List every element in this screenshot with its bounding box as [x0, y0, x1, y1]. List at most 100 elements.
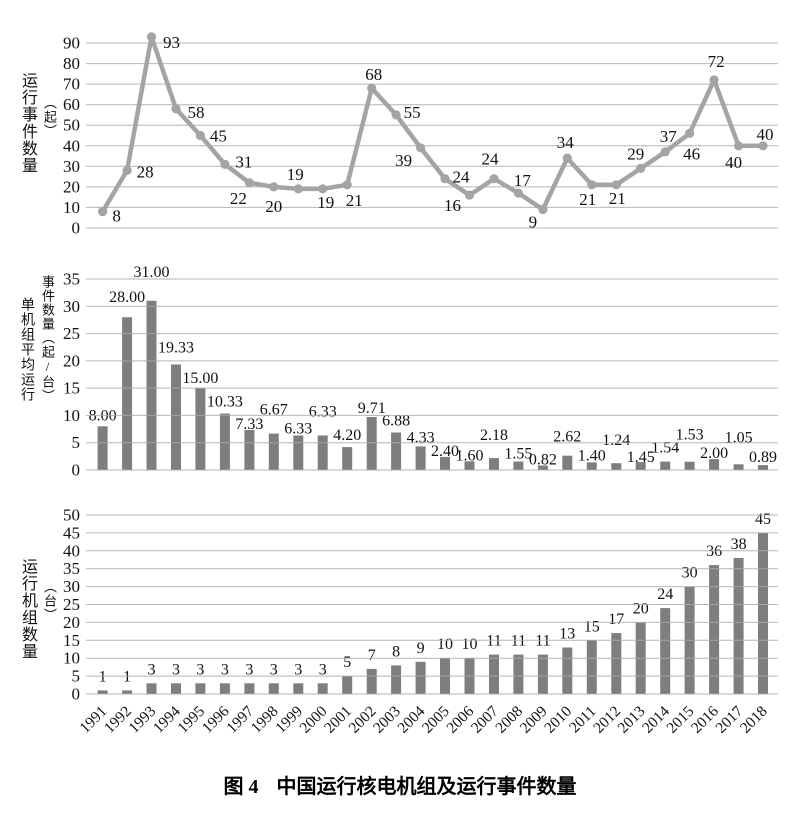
- bar: [244, 683, 255, 694]
- data-point: [318, 184, 328, 194]
- bar: [122, 317, 133, 470]
- data-label: 29: [627, 144, 644, 163]
- data-point: [171, 104, 181, 114]
- bar: [342, 447, 353, 470]
- chart2-y-axis-unit: 事件数量（起/台）: [40, 275, 55, 403]
- data-label: 46: [683, 144, 700, 163]
- data-label: 22: [230, 189, 247, 208]
- bar: [562, 647, 573, 694]
- data-label: 31: [235, 152, 252, 171]
- data-label: 3: [270, 661, 278, 678]
- bar: [709, 565, 720, 694]
- data-label: 13: [559, 626, 575, 643]
- data-label: 38: [731, 536, 747, 553]
- data-label: 4.20: [333, 427, 361, 444]
- bar: [733, 558, 744, 694]
- y-tick-label: 30: [63, 157, 80, 176]
- bar: [684, 461, 695, 470]
- bar: [758, 465, 768, 470]
- y-tick-label: 40: [63, 136, 80, 155]
- data-point: [734, 141, 744, 151]
- data-point: [464, 190, 475, 200]
- data-label: 24: [657, 586, 673, 603]
- bar: [146, 300, 157, 470]
- data-label: 2.18: [480, 427, 508, 444]
- data-label: 9: [417, 640, 425, 657]
- y-tick-label: 30: [63, 297, 80, 316]
- y-tick-label: 45: [63, 523, 80, 542]
- data-label: 55: [404, 103, 421, 122]
- data-label: 3: [221, 661, 229, 678]
- y-tick-label: 5: [72, 433, 81, 452]
- bar: [513, 654, 524, 694]
- data-label: 2.40: [431, 443, 459, 460]
- data-label: 20: [633, 600, 649, 617]
- y-tick-label: 0: [72, 685, 81, 704]
- data-point: [244, 178, 254, 188]
- data-label: 72: [708, 52, 725, 71]
- data-label: 15.00: [182, 370, 218, 387]
- y-tick-label: 35: [63, 270, 80, 289]
- bar: [391, 665, 402, 694]
- y-tick-label: 15: [63, 379, 80, 398]
- data-label: 11: [511, 633, 526, 650]
- chart2-y-axis-title: 单机组平均运行: [19, 297, 34, 402]
- data-label: 30: [682, 565, 698, 582]
- data-point: [122, 165, 132, 175]
- data-point: [195, 130, 205, 141]
- bar: [219, 683, 230, 694]
- data-point: [416, 143, 426, 153]
- data-label: 6.33: [284, 421, 312, 438]
- data-label: 6.67: [260, 402, 288, 419]
- data-label: 11: [535, 633, 550, 650]
- y-tick-label: 90: [63, 34, 80, 53]
- data-label: 19.33: [158, 340, 194, 357]
- data-label: 17: [608, 611, 624, 628]
- bar: [440, 456, 450, 470]
- data-point: [611, 180, 621, 190]
- chart-2: 8.0028.0031.0019.3315.0010.337.336.676.3…: [63, 264, 778, 480]
- bar: [146, 683, 157, 694]
- bar: [171, 683, 181, 694]
- chart3-y-axis-unit: （台）: [42, 580, 57, 622]
- bar: [660, 608, 671, 694]
- data-label: 5: [343, 654, 351, 671]
- data-label: 58: [188, 103, 205, 122]
- bar: [586, 640, 597, 694]
- bar: [268, 433, 279, 470]
- data-label: 9.71: [358, 400, 386, 417]
- data-label: 11: [486, 633, 501, 650]
- data-label: 9: [529, 213, 538, 232]
- data-point: [98, 207, 108, 217]
- data-label: 10.33: [207, 394, 243, 411]
- data-label: 39: [395, 151, 412, 170]
- chart1-y-axis-title: 运行事件数量: [19, 72, 36, 174]
- bar: [171, 364, 181, 470]
- bar: [709, 459, 720, 470]
- data-label: 20: [265, 197, 282, 216]
- x-tick-label: 2018: [737, 703, 771, 737]
- y-tick-label: 10: [63, 198, 80, 217]
- data-point: [709, 75, 719, 85]
- data-label: 8: [112, 207, 121, 226]
- data-label: 21: [609, 189, 626, 208]
- y-tick-label: 80: [63, 54, 80, 73]
- bar: [489, 654, 499, 694]
- y-tick-label: 40: [63, 541, 80, 560]
- data-label: 3: [196, 661, 204, 678]
- y-tick-label: 10: [63, 406, 80, 425]
- bar: [635, 462, 646, 470]
- data-point: [685, 128, 695, 138]
- data-label: 24: [482, 150, 500, 169]
- bar: [415, 661, 426, 694]
- data-label: 16: [444, 196, 461, 215]
- data-point: [220, 159, 230, 169]
- data-label: 1.24: [602, 432, 630, 449]
- data-label: 28.00: [109, 289, 145, 306]
- data-label: 37: [660, 127, 678, 146]
- bar: [342, 676, 353, 694]
- y-tick-label: 25: [63, 324, 80, 343]
- bar: [586, 462, 597, 470]
